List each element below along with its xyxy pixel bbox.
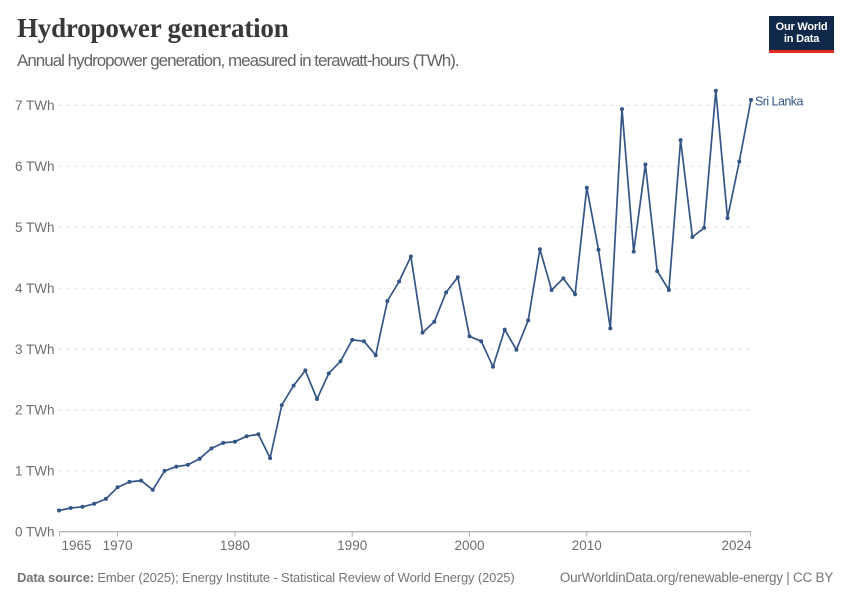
svg-text:7 TWh: 7 TWh [15, 98, 55, 113]
svg-text:1965: 1965 [62, 538, 92, 553]
svg-text:5 TWh: 5 TWh [15, 220, 55, 235]
svg-text:3 TWh: 3 TWh [15, 342, 55, 357]
svg-text:1 TWh: 1 TWh [15, 464, 55, 479]
svg-text:4 TWh: 4 TWh [15, 281, 55, 296]
svg-text:0 TWh: 0 TWh [15, 525, 55, 540]
svg-text:1970: 1970 [103, 538, 133, 553]
svg-text:1980: 1980 [220, 538, 250, 553]
svg-text:1990: 1990 [337, 538, 367, 553]
svg-text:2000: 2000 [454, 538, 484, 553]
svg-text:2010: 2010 [572, 538, 602, 553]
svg-text:Sri Lanka: Sri Lanka [755, 95, 803, 109]
svg-text:6 TWh: 6 TWh [15, 159, 55, 174]
svg-text:2 TWh: 2 TWh [15, 403, 55, 418]
svg-text:2024: 2024 [721, 538, 752, 553]
